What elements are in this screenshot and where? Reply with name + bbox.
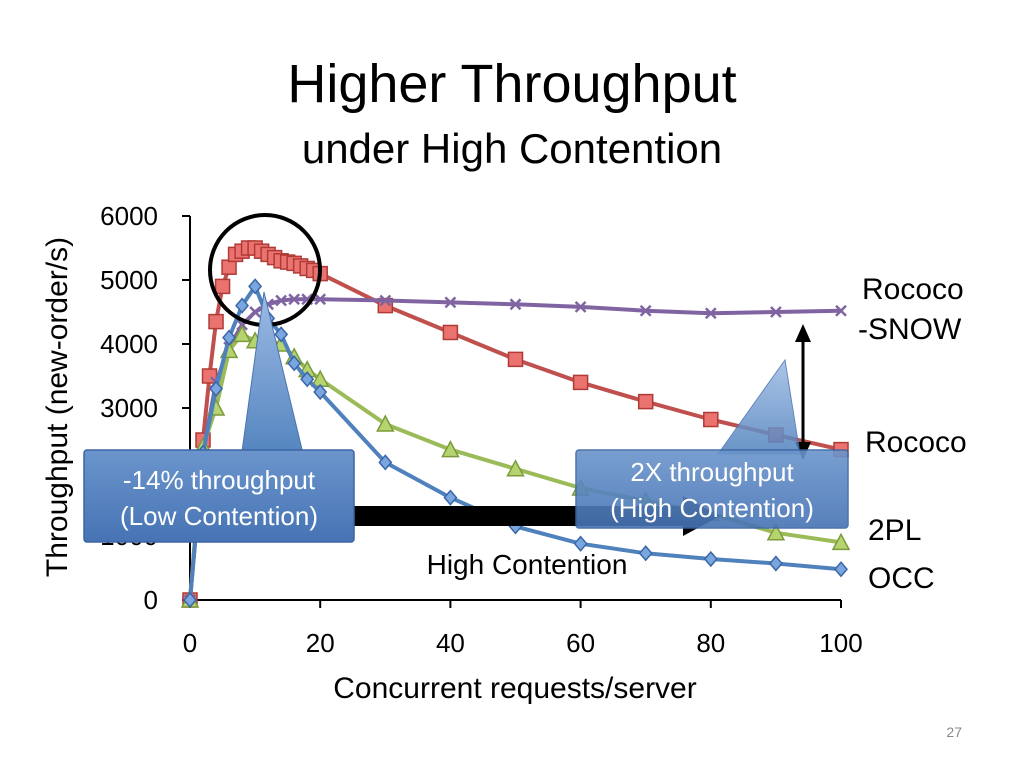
x-tick-label: 60 [566,628,595,658]
label-2pl: 2PL [868,514,921,547]
data-point-occ [313,383,328,401]
data-point-rococo [221,259,237,275]
data-point-occ [222,329,237,346]
data-point-rococo [637,393,654,410]
data-point-occ [300,371,315,388]
data-point-occ [235,297,250,314]
x-tick-label: 0 [183,628,197,658]
data-point-occ [573,535,588,552]
slide-number: 27 [946,724,962,740]
data-point-2pl [506,459,525,477]
high-contention-label: High Contention [427,549,628,580]
data-point-occ [378,454,393,471]
data-point-rococo [208,313,224,330]
label-rococo-snow-line1: Rococo [862,273,964,306]
data-point-occ [209,380,224,397]
slide-title: Higher Throughput [287,54,737,114]
slide-subtitle: under High Contention [301,125,723,172]
y-axis-title: Throughput (new-order/s) [41,237,74,577]
data-point-rococo-snow [509,298,522,311]
data-point-rococo-snow [835,304,847,317]
data-point-rococo [214,278,231,295]
data-point-occ [703,550,718,568]
data-point-occ [443,489,458,506]
y-tick-label: 4000 [100,329,158,359]
x-tick-label: 100 [819,628,862,658]
y-tick-label: 0 [144,585,158,615]
x-tick-label: 40 [436,628,465,658]
y-tick-label: 6000 [100,201,158,231]
data-point-rococo [572,374,589,391]
low-contention-callout: -14% throughput (Low Contention) [83,291,355,543]
data-point-rococo-snow [288,293,301,306]
data-point-occ [638,545,653,562]
data-point-rococo-snow [704,307,717,320]
high-contention-line1: 2X throughput [630,457,794,487]
x-tick-label: 20 [306,628,335,658]
data-point-2pl [376,414,395,432]
data-point-2pl [441,440,460,458]
high-contention-line2: (High Contention) [610,493,814,523]
data-point-occ [834,561,848,578]
data-point-2pl [232,324,252,343]
data-point-rococo [703,411,719,428]
data-point-rococo-snow [639,304,652,317]
label-rococo: Rococo [865,426,967,459]
data-point-occ [768,555,783,572]
data-point-2pl [831,532,851,551]
label-occ: OCC [868,562,935,595]
data-point-occ [183,591,197,609]
low-contention-line2: (Low Contention) [120,501,318,531]
data-point-rococo-snow [574,300,587,313]
x-tick-label: 80 [696,628,725,658]
data-point-rococo-snow [379,294,392,307]
data-point-rococo-snow [249,306,261,318]
label-rococo-snow-line2: -SNOW [858,313,962,346]
y-tick-label: 5000 [100,265,158,295]
data-point-rococo-snow [314,293,327,306]
data-point-rococo [442,324,459,341]
low-contention-line1: -14% throughput [123,465,316,495]
data-point-occ [287,355,302,372]
data-point-2pl [766,523,786,541]
x-axis-title: Concurrent requests/server [333,672,697,705]
data-point-rococo-snow [770,306,782,318]
data-point-rococo-snow [275,294,288,307]
data-point-occ [274,326,289,343]
data-point-rococo [507,351,524,368]
high-contention-callout: 2X throughput (High Contention) [575,358,849,529]
data-point-occ [248,278,263,295]
y-tick-label: 3000 [100,393,158,423]
data-point-rococo-snow [444,296,457,309]
